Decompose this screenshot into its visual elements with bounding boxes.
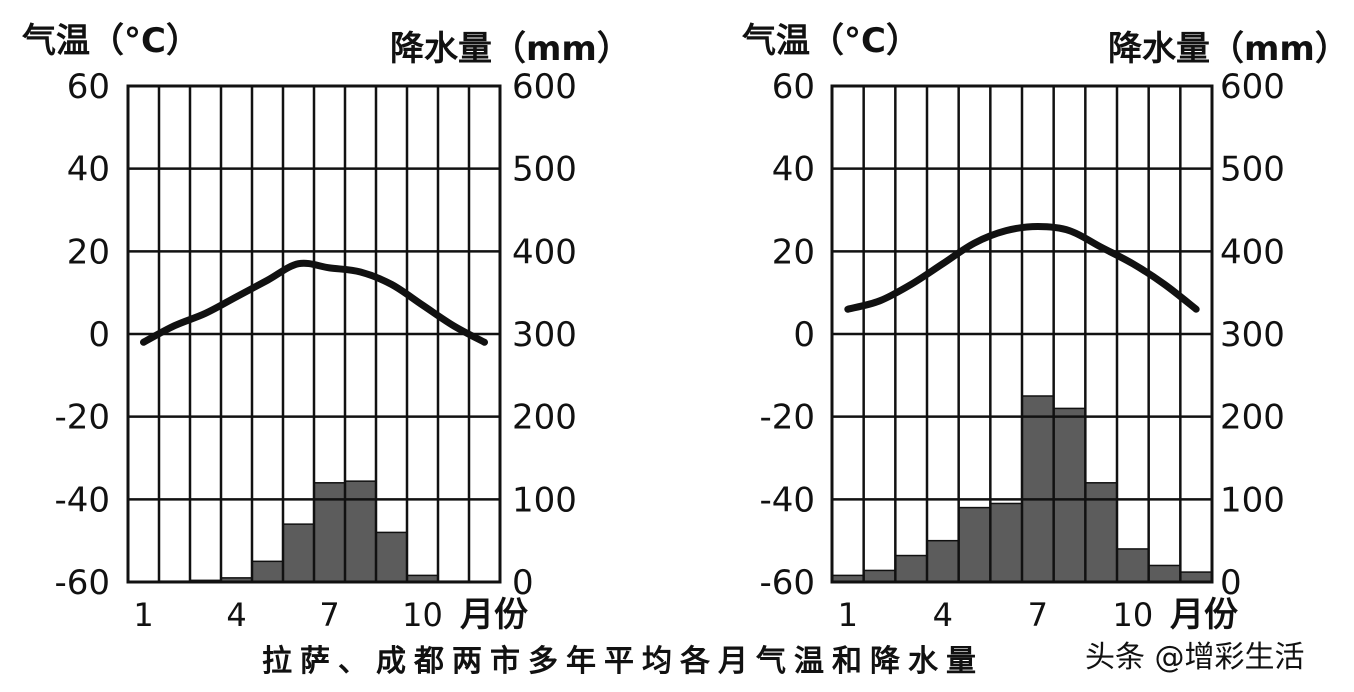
- chart-panel-1: [128, 86, 500, 582]
- y2-tick-label: 200: [1220, 398, 1285, 438]
- precip-bar: [959, 508, 991, 582]
- y1-tick-label: 40: [772, 150, 815, 190]
- x-tick-label: 4: [933, 596, 953, 634]
- precip-bar: [895, 556, 927, 582]
- y2-tick-label: 100: [1220, 480, 1285, 520]
- x-tick-label: 10: [1112, 596, 1153, 634]
- y1-tick-label: 40: [67, 150, 110, 190]
- y2-tick-label: 400: [512, 232, 577, 272]
- chart-panel-2: [832, 86, 1212, 582]
- x-tick-label: 7: [319, 596, 339, 634]
- y2-tick-label: 500: [512, 150, 577, 190]
- watermark: 头条 @增彩生活: [1085, 632, 1305, 676]
- y2-tick-label: 300: [512, 315, 577, 355]
- y2-axis-title: 降水量（mm）: [390, 29, 631, 69]
- precip-bar: [1054, 408, 1086, 582]
- precip-bar: [376, 532, 407, 582]
- y1-axis-title: 气温（°C）: [21, 21, 200, 61]
- y2-tick-label: 600: [1220, 67, 1285, 107]
- precip-bar: [1022, 396, 1054, 582]
- x-axis-title: 月份: [1170, 595, 1238, 635]
- precip-bar: [252, 561, 283, 582]
- y2-tick-label: 300: [1220, 315, 1285, 355]
- y1-tick-label: 20: [67, 232, 110, 272]
- x-axis-title: 月份: [460, 595, 528, 635]
- y1-tick-label: -20: [54, 398, 110, 438]
- precip-bar: [1085, 483, 1117, 582]
- y2-tick-label: 100: [512, 480, 577, 520]
- y1-tick-label: -60: [759, 563, 815, 603]
- y1-tick-label: -60: [54, 563, 110, 603]
- precip-bar: [990, 503, 1022, 582]
- precip-bar: [283, 524, 314, 582]
- y1-tick-label: 60: [67, 67, 110, 107]
- precip-bar: [927, 541, 959, 582]
- x-tick-label: 1: [133, 596, 153, 634]
- y2-tick-label: 400: [1220, 232, 1285, 272]
- y1-tick-label: -40: [759, 480, 815, 520]
- precip-bar: [1149, 565, 1181, 582]
- y1-tick-label: 0: [793, 315, 815, 355]
- y1-tick-label: 60: [772, 67, 815, 107]
- y2-tick-label: 500: [1220, 150, 1285, 190]
- y2-tick-label: 200: [512, 398, 577, 438]
- y2-axis-title: 降水量（mm）: [1108, 29, 1349, 69]
- precip-bar: [1117, 549, 1149, 582]
- y1-tick-label: 0: [88, 315, 110, 355]
- precip-bar: [864, 570, 896, 582]
- y1-tick-label: 20: [772, 232, 815, 272]
- x-tick-label: 4: [226, 596, 246, 634]
- y1-tick-label: -40: [54, 480, 110, 520]
- precip-bar: [314, 483, 345, 582]
- y2-tick-label: 600: [512, 67, 577, 107]
- y1-axis-title: 气温（°C）: [741, 21, 920, 61]
- figure-caption: 拉萨、成都两市多年平均各月气温和降水量: [262, 636, 984, 680]
- x-tick-label: 10: [402, 596, 443, 634]
- precip-bar: [345, 481, 376, 582]
- y1-tick-label: -20: [759, 398, 815, 438]
- x-tick-label: 7: [1028, 596, 1048, 634]
- x-tick-label: 1: [838, 596, 858, 634]
